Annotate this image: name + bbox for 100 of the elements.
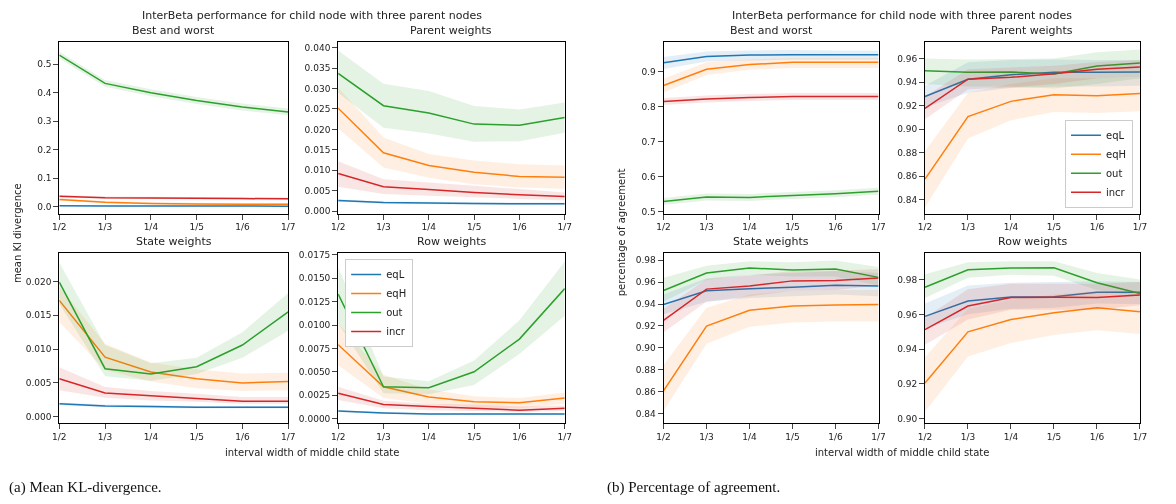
y-tick-label: 0.92	[897, 100, 918, 111]
y-tick-label: 0.7	[641, 136, 656, 147]
y-tick-label: 0.94	[897, 77, 918, 88]
line-series	[663, 277, 879, 322]
y-tick-label: 0.005	[25, 378, 52, 389]
y-tick-label: 0.98	[635, 255, 656, 266]
x-tick-label: 1/6	[828, 222, 844, 233]
y-axis-title: percentage of agreement	[616, 168, 628, 297]
y-tick-label: 0.5	[37, 59, 52, 70]
line-series	[59, 281, 289, 375]
x-tick-label: 1/7	[871, 222, 886, 233]
x-tick-label: 1/6	[512, 431, 527, 442]
x-tick-label: 1/2	[917, 222, 933, 233]
x-tick-label: 1/4	[742, 222, 758, 233]
y-tick-label: 0.88	[897, 147, 918, 158]
legend-label: eqH	[386, 288, 407, 300]
y-tick-label: 0.4	[37, 87, 52, 98]
line-series	[59, 299, 289, 384]
line-series	[338, 72, 565, 127]
x-axis-title: interval width of middle child state	[225, 447, 400, 458]
y-tick-label: 0.90	[635, 343, 656, 354]
y-tick-label: 0.98	[897, 275, 918, 286]
y-tick-label: 0.8	[641, 101, 656, 112]
legend-label: incr	[1105, 187, 1126, 199]
y-tick-label: 0.86	[897, 171, 918, 182]
x-tick-label: 1/5	[1046, 222, 1062, 233]
x-tick-label: 1/7	[871, 431, 886, 442]
x-tick-label: 1/6	[512, 222, 527, 233]
line-series	[338, 172, 565, 198]
y-tick-label: 0.2	[37, 144, 52, 155]
y-tick-label: 0.020	[25, 276, 52, 287]
y-tick-label: 0.3	[37, 116, 52, 127]
x-tick-label: 1/4	[421, 431, 437, 442]
line-series	[663, 53, 879, 64]
y-tick-label: 0.010	[25, 344, 52, 355]
x-tick-label: 1/7	[1132, 222, 1148, 233]
text: InterBeta performance for child node with three parent nodes	[732, 9, 1073, 22]
y-tick-label: 0.030	[304, 83, 331, 94]
y-tick-label: 0.015	[25, 310, 52, 321]
x-tick-label: 1/4	[143, 431, 159, 442]
line-series	[924, 62, 1140, 75]
x-tick-label: 1/4	[143, 222, 159, 233]
x-tick-label: 1/3	[960, 222, 976, 233]
y-tick-label: 0.025	[304, 104, 331, 115]
y-tick-label: 0.015	[304, 145, 331, 156]
x-tick-label: 1/4	[421, 222, 437, 233]
y-tick-label: 0.96	[897, 309, 918, 320]
x-tick-label: 1/4	[1003, 222, 1019, 233]
x-tick-label: 1/3	[699, 222, 714, 233]
x-tick-label: 1/6	[235, 222, 250, 233]
x-tick-label: 1/2	[52, 431, 67, 442]
y-tick-label: 0.86	[635, 387, 656, 398]
y-tick-label: 0.0150	[298, 273, 331, 284]
y-tick-label: 0.90	[897, 413, 918, 424]
y-tick-label: 0.84	[635, 408, 656, 419]
line-series	[924, 307, 1140, 384]
y-tick-label: 0.0075	[298, 343, 331, 354]
y-tick-label: 0.0000	[298, 413, 331, 424]
x-tick-label: 1/3	[97, 222, 113, 233]
x-tick-label: 1/3	[699, 431, 714, 442]
line-series	[338, 392, 565, 411]
y-tick-label: 0.000	[25, 411, 52, 422]
text: InterBeta performance for child node with three parent nodes	[142, 9, 483, 22]
legend-label: eqL	[386, 269, 405, 281]
x-tick-label: 1/7	[280, 222, 296, 233]
x-tick-label: 1/3	[97, 431, 113, 442]
x-tick-label: 1/6	[1089, 222, 1105, 233]
line-series	[663, 267, 879, 292]
x-tick-label: 1/3	[376, 222, 391, 233]
x-tick-label: 1/7	[557, 431, 572, 442]
y-tick-label: 0.035	[304, 63, 331, 74]
x-tick-label: 1/7	[557, 222, 572, 233]
chart-title: State weights	[733, 235, 809, 248]
y-tick-label: 0.96	[635, 277, 656, 288]
y-tick-label: 0.0050	[298, 366, 331, 377]
chart-title: Row weights	[998, 235, 1068, 248]
y-tick-label: 0.96	[897, 53, 918, 64]
x-tick-label: 1/7	[1132, 431, 1148, 442]
line-series	[663, 61, 879, 87]
x-tick-label: 1/5	[1046, 431, 1062, 442]
x-tick-label: 1/4	[742, 431, 758, 442]
x-tick-label: 1/2	[330, 222, 346, 233]
y-tick-label: 0.6	[641, 171, 656, 182]
y-axis-title: mean Kl divergence	[11, 183, 23, 284]
line-series	[924, 66, 1140, 110]
x-tick-label: 1/2	[330, 431, 346, 442]
line-series	[663, 284, 879, 306]
legend-label: out	[386, 307, 403, 319]
y-tick-label: 0.010	[304, 165, 331, 176]
chart-title: Parent weights	[410, 24, 492, 37]
line-series	[663, 303, 879, 392]
legend-label: eqH	[1105, 149, 1127, 161]
chart-title: Parent weights	[991, 24, 1073, 37]
x-tick-label: 1/6	[1089, 431, 1105, 442]
y-tick-label: 0.040	[304, 42, 331, 53]
x-tick-label: 1/4	[1003, 431, 1019, 442]
y-tick-label: 0.005	[304, 185, 331, 196]
x-tick-label: 1/3	[376, 431, 391, 442]
x-tick-label: 1/2	[917, 431, 933, 442]
x-tick-label: 1/6	[828, 431, 844, 442]
